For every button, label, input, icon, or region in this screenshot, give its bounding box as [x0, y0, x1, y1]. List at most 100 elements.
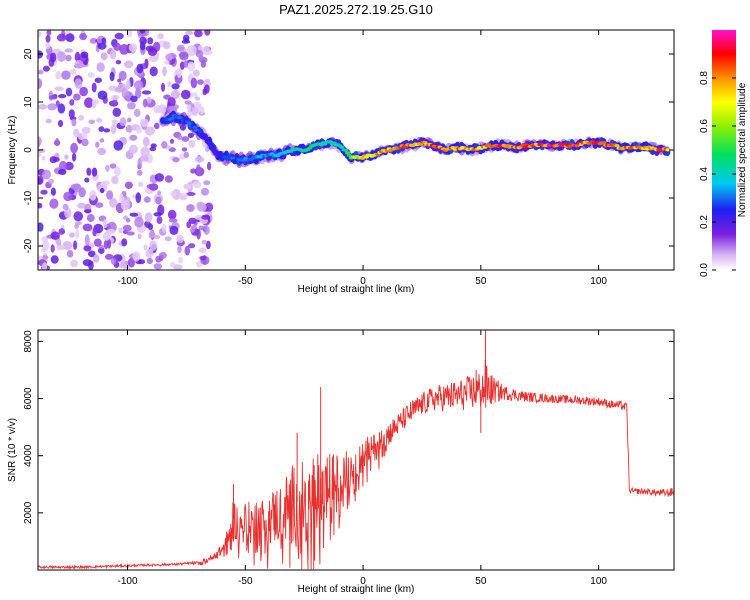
- noise-speckle: [133, 80, 144, 90]
- noise-speckle: [204, 202, 214, 212]
- noise-speckle: [41, 155, 46, 161]
- noise-speckle: [164, 60, 170, 65]
- x-tick-label: -100: [118, 576, 138, 587]
- noise-speckle: [201, 239, 207, 245]
- noise-speckle: [118, 70, 127, 81]
- colorbar-tick-label: 0.4: [699, 167, 710, 181]
- noise-speckle: [181, 136, 190, 142]
- noise-speckle: [80, 51, 89, 59]
- noise-speckle: [89, 37, 98, 44]
- noise-speckle: [168, 218, 178, 223]
- noise-speckle: [87, 72, 95, 78]
- noise-speckle: [132, 251, 141, 262]
- noise-speckle: [191, 107, 199, 115]
- noise-speckle: [65, 54, 72, 62]
- noise-speckle: [141, 90, 152, 95]
- ridge-core: [200, 132, 205, 136]
- noise-speckle: [74, 59, 84, 69]
- noise-speckle: [197, 79, 204, 85]
- noise-speckle: [64, 161, 74, 171]
- noise-speckle: [101, 37, 107, 45]
- noise-speckle: [136, 63, 144, 74]
- noise-speckle: [48, 178, 54, 185]
- snr-background: [38, 330, 674, 570]
- noise-speckle: [97, 147, 107, 156]
- snr-y-label: SNR (10 * v/v): [7, 418, 18, 482]
- noise-speckle: [110, 123, 117, 135]
- spectrogram-ridge: [159, 110, 671, 169]
- noise-speckle: [70, 183, 81, 190]
- noise-speckle: [169, 138, 175, 144]
- snr-x-label: Height of straight line (km): [298, 584, 415, 595]
- noise-speckle: [57, 119, 64, 128]
- noise-speckle: [106, 190, 114, 200]
- noise-speckle: [77, 132, 88, 141]
- spectrogram-x-label: Height of straight line (km): [298, 284, 415, 295]
- noise-speckle: [136, 126, 142, 134]
- noise-speckle: [45, 42, 51, 50]
- noise-speckle: [113, 140, 124, 151]
- noise-speckle: [187, 132, 194, 139]
- noise-speckle: [205, 240, 211, 250]
- noise-speckle: [64, 207, 72, 219]
- x-tick-label: 50: [475, 576, 487, 587]
- noise-speckle: [75, 229, 80, 240]
- noise-speckle: [144, 126, 155, 136]
- noise-speckle: [186, 221, 192, 229]
- noise-speckle: [50, 244, 55, 253]
- noise-speckle: [48, 95, 58, 100]
- noise-speckle: [139, 155, 149, 162]
- noise-speckle: [88, 119, 95, 125]
- noise-speckle: [84, 97, 94, 108]
- noise-speckle: [79, 86, 88, 97]
- noise-speckle: [62, 203, 69, 210]
- noise-speckle: [207, 210, 213, 216]
- noise-speckle: [49, 198, 59, 209]
- noise-speckle: [181, 147, 188, 152]
- noise-speckle: [184, 100, 192, 105]
- noise-speckle: [103, 128, 111, 133]
- noise-speckle: [170, 89, 180, 100]
- noise-speckle: [127, 257, 135, 268]
- noise-speckle: [45, 118, 52, 124]
- noise-speckle: [193, 92, 198, 99]
- noise-speckle: [52, 157, 60, 162]
- noise-speckle: [167, 81, 172, 87]
- noise-speckle: [38, 202, 43, 209]
- ridge-core: [192, 125, 198, 129]
- noise-speckle: [146, 184, 155, 189]
- noise-speckle: [144, 212, 153, 223]
- noise-speckle: [186, 61, 196, 72]
- noise-speckle: [170, 190, 178, 197]
- spectrogram-y-label: Frequency (Hz): [7, 116, 18, 185]
- noise-speckle: [146, 257, 153, 265]
- noise-speckle: [198, 247, 207, 253]
- noise-speckle: [69, 232, 75, 238]
- noise-speckle: [56, 33, 67, 42]
- noise-speckle: [202, 88, 207, 96]
- noise-speckle: [99, 138, 105, 143]
- noise-speckle: [100, 187, 105, 194]
- x-tick-label: 0: [360, 576, 366, 587]
- y-tick-label: -20: [23, 238, 34, 253]
- noise-speckle: [162, 66, 167, 77]
- noise-speckle: [98, 247, 105, 254]
- noise-speckle: [154, 122, 160, 130]
- noise-speckle: [84, 234, 90, 246]
- noise-speckle: [109, 85, 116, 91]
- noise-speckle: [154, 173, 165, 182]
- noise-speckle: [77, 202, 87, 209]
- noise-speckle: [184, 245, 191, 256]
- noise-speckle: [183, 183, 192, 190]
- noise-speckle: [73, 211, 83, 222]
- noise-speckle: [38, 31, 42, 38]
- x-tick-label: 0: [360, 276, 366, 287]
- noise-speckle: [121, 238, 128, 247]
- noise-speckle: [160, 107, 165, 118]
- x-tick-label: 50: [475, 276, 487, 287]
- y-tick-label: 4000: [23, 444, 34, 467]
- noise-speckle: [179, 51, 189, 61]
- noise-speckle: [96, 62, 105, 72]
- noise-speckle: [204, 30, 211, 36]
- noise-speckle: [126, 231, 135, 236]
